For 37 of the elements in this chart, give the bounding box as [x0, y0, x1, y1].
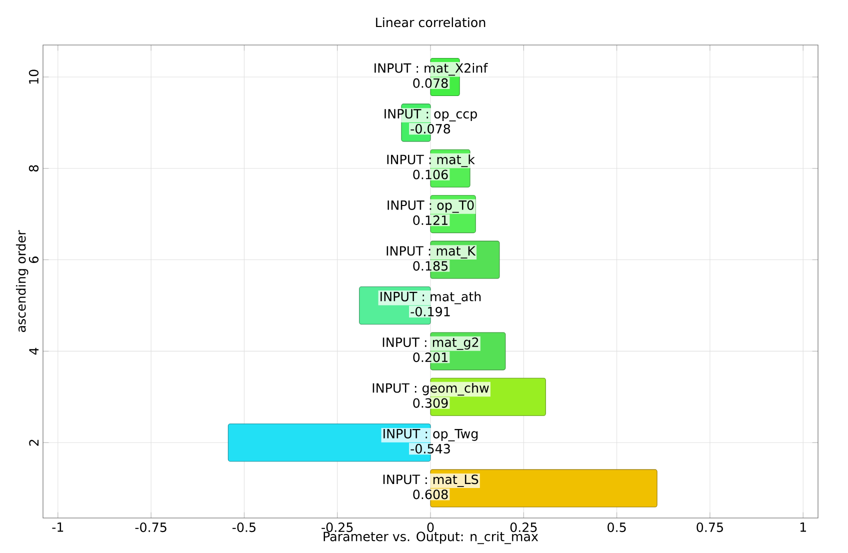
x-tick-label: 0.5	[608, 522, 626, 532]
data-label: 0.201	[413, 352, 448, 362]
annotation: INPUT : mat_X2inf	[374, 63, 488, 76]
y-tick-label: 2	[29, 440, 39, 446]
y-tick-label: 4	[29, 348, 39, 355]
x-tick-label: -0.25	[322, 522, 353, 532]
x-axis-title: Parameter vs. Output: n_crit_max	[324, 531, 538, 544]
x-tick-label: 0	[427, 522, 434, 532]
data-label: 0.309	[413, 398, 448, 408]
annotation: INPUT : op_ccp	[384, 109, 477, 122]
y-tick-label: 8	[28, 165, 39, 172]
data-label: 0.078	[413, 78, 448, 88]
x-tick-label: -1	[52, 522, 64, 532]
chart-title: Linear correlation	[376, 17, 486, 28]
x-tick-label: 0.75	[696, 522, 723, 532]
data-label: -0.191	[410, 306, 450, 316]
data-label: 0.185	[413, 261, 448, 271]
y-tick-label: 10	[28, 70, 39, 84]
data-label: -0.543	[410, 444, 450, 454]
data-label: 0.608	[413, 490, 448, 500]
annotation: INPUT : mat_g2	[382, 337, 478, 350]
annotation: INPUT : mat_ath	[380, 292, 481, 304]
annotation: INPUT : mat_K	[386, 246, 476, 258]
annotation: INPUT : geom_chw	[372, 382, 489, 396]
x-tick-label: 0.25	[510, 522, 537, 532]
x-tick-label: -0.5	[232, 522, 256, 532]
data-label: 0.106	[413, 170, 448, 180]
annotation: INPUT : op_T0	[388, 200, 474, 213]
annotation: INPUT : mat_LS	[383, 474, 478, 487]
x-tick-label: -0.75	[135, 522, 166, 532]
data-label: -0.078	[410, 124, 450, 134]
y-tick-label: 6	[28, 256, 39, 263]
data-label: 0.121	[413, 215, 448, 226]
annotation: INPUT : op_Twg	[384, 429, 478, 442]
x-tick-label: 1	[800, 522, 806, 532]
y-axis-title: ascending order	[16, 230, 28, 332]
annotation: INPUT : mat_k	[387, 154, 475, 168]
